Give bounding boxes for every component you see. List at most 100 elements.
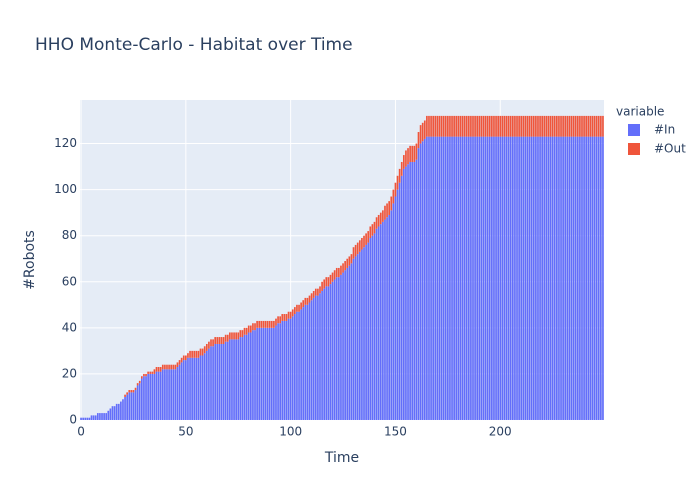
- bar: [455, 115, 458, 137]
- legend-label[interactable]: #Out: [654, 142, 686, 156]
- bar: [413, 145, 416, 162]
- bar: [419, 143, 422, 420]
- bar: [348, 256, 351, 266]
- bar: [535, 115, 537, 137]
- bar: [388, 201, 390, 215]
- bar: [398, 168, 401, 183]
- x-tick-label: 150: [384, 425, 407, 439]
- bar: [585, 136, 588, 420]
- bar: [258, 320, 261, 328]
- bar: [499, 136, 502, 420]
- bar: [549, 136, 552, 420]
- bar: [187, 357, 189, 420]
- bar: [210, 346, 212, 420]
- bar: [411, 145, 414, 162]
- bar: [178, 364, 181, 420]
- bar: [522, 136, 525, 420]
- bar: [340, 265, 342, 275]
- bar: [430, 136, 432, 420]
- bar: [556, 115, 558, 137]
- bar: [212, 346, 214, 420]
- bar: [514, 136, 516, 420]
- bar: [434, 136, 437, 420]
- bar: [447, 136, 449, 420]
- bar: [279, 323, 282, 420]
- bar: [138, 383, 141, 420]
- bar: [589, 136, 592, 420]
- bar: [350, 263, 353, 420]
- bar: [319, 293, 321, 420]
- bar: [560, 136, 562, 420]
- bar: [155, 367, 158, 372]
- bar: [539, 136, 541, 420]
- bar: [428, 136, 430, 420]
- bar: [191, 357, 193, 420]
- bar: [413, 161, 416, 420]
- bar: [245, 334, 248, 420]
- bar: [235, 339, 237, 420]
- y-tick-label: 0: [69, 413, 77, 427]
- bar: [283, 320, 286, 420]
- bar: [365, 233, 367, 245]
- legend-swatch[interactable]: [628, 143, 640, 155]
- bar: [444, 115, 447, 137]
- bar: [82, 417, 84, 420]
- bar: [472, 115, 474, 137]
- bar: [432, 115, 435, 137]
- bar: [231, 339, 233, 420]
- bar: [503, 115, 506, 137]
- bar: [585, 115, 588, 137]
- bar: [268, 320, 271, 328]
- bar: [371, 224, 374, 236]
- bar: [258, 327, 261, 420]
- bar: [457, 115, 460, 137]
- bar: [199, 355, 202, 420]
- bar: [356, 242, 359, 255]
- bar: [308, 302, 311, 420]
- legend-label[interactable]: #In: [654, 123, 675, 137]
- bar: [270, 320, 273, 328]
- y-axis-title: #Robots: [22, 230, 38, 290]
- bar: [568, 115, 571, 137]
- bar: [568, 136, 571, 420]
- bar: [224, 341, 227, 420]
- bar: [562, 136, 564, 420]
- legend-swatch[interactable]: [628, 124, 640, 136]
- bar: [532, 115, 535, 137]
- bar: [109, 408, 112, 420]
- bar: [321, 281, 323, 291]
- bar: [302, 300, 305, 308]
- bar: [461, 115, 464, 137]
- bar: [176, 362, 179, 368]
- bar: [461, 136, 464, 420]
- bar: [205, 343, 208, 351]
- bar: [312, 290, 315, 298]
- bar: [467, 136, 470, 420]
- bar: [570, 136, 573, 420]
- x-tick-label: 100: [279, 425, 302, 439]
- bar: [249, 325, 252, 333]
- bar: [105, 413, 108, 420]
- bar: [451, 136, 453, 420]
- bar: [562, 115, 564, 137]
- bar: [520, 136, 523, 420]
- bar: [249, 332, 252, 420]
- bar: [377, 226, 380, 420]
- bar: [526, 136, 529, 420]
- bar: [365, 244, 367, 420]
- bar: [187, 353, 189, 358]
- bar: [189, 357, 191, 420]
- bar: [579, 115, 581, 137]
- bar: [266, 320, 269, 328]
- bar: [516, 115, 518, 137]
- bar: [394, 196, 397, 420]
- bar: [235, 332, 237, 340]
- bar: [474, 136, 476, 420]
- bar: [476, 136, 479, 420]
- bar: [273, 320, 275, 328]
- x-tick-label: 0: [77, 425, 85, 439]
- bar: [335, 277, 338, 420]
- bar: [551, 136, 554, 420]
- bar: [331, 272, 334, 282]
- bar: [354, 256, 357, 420]
